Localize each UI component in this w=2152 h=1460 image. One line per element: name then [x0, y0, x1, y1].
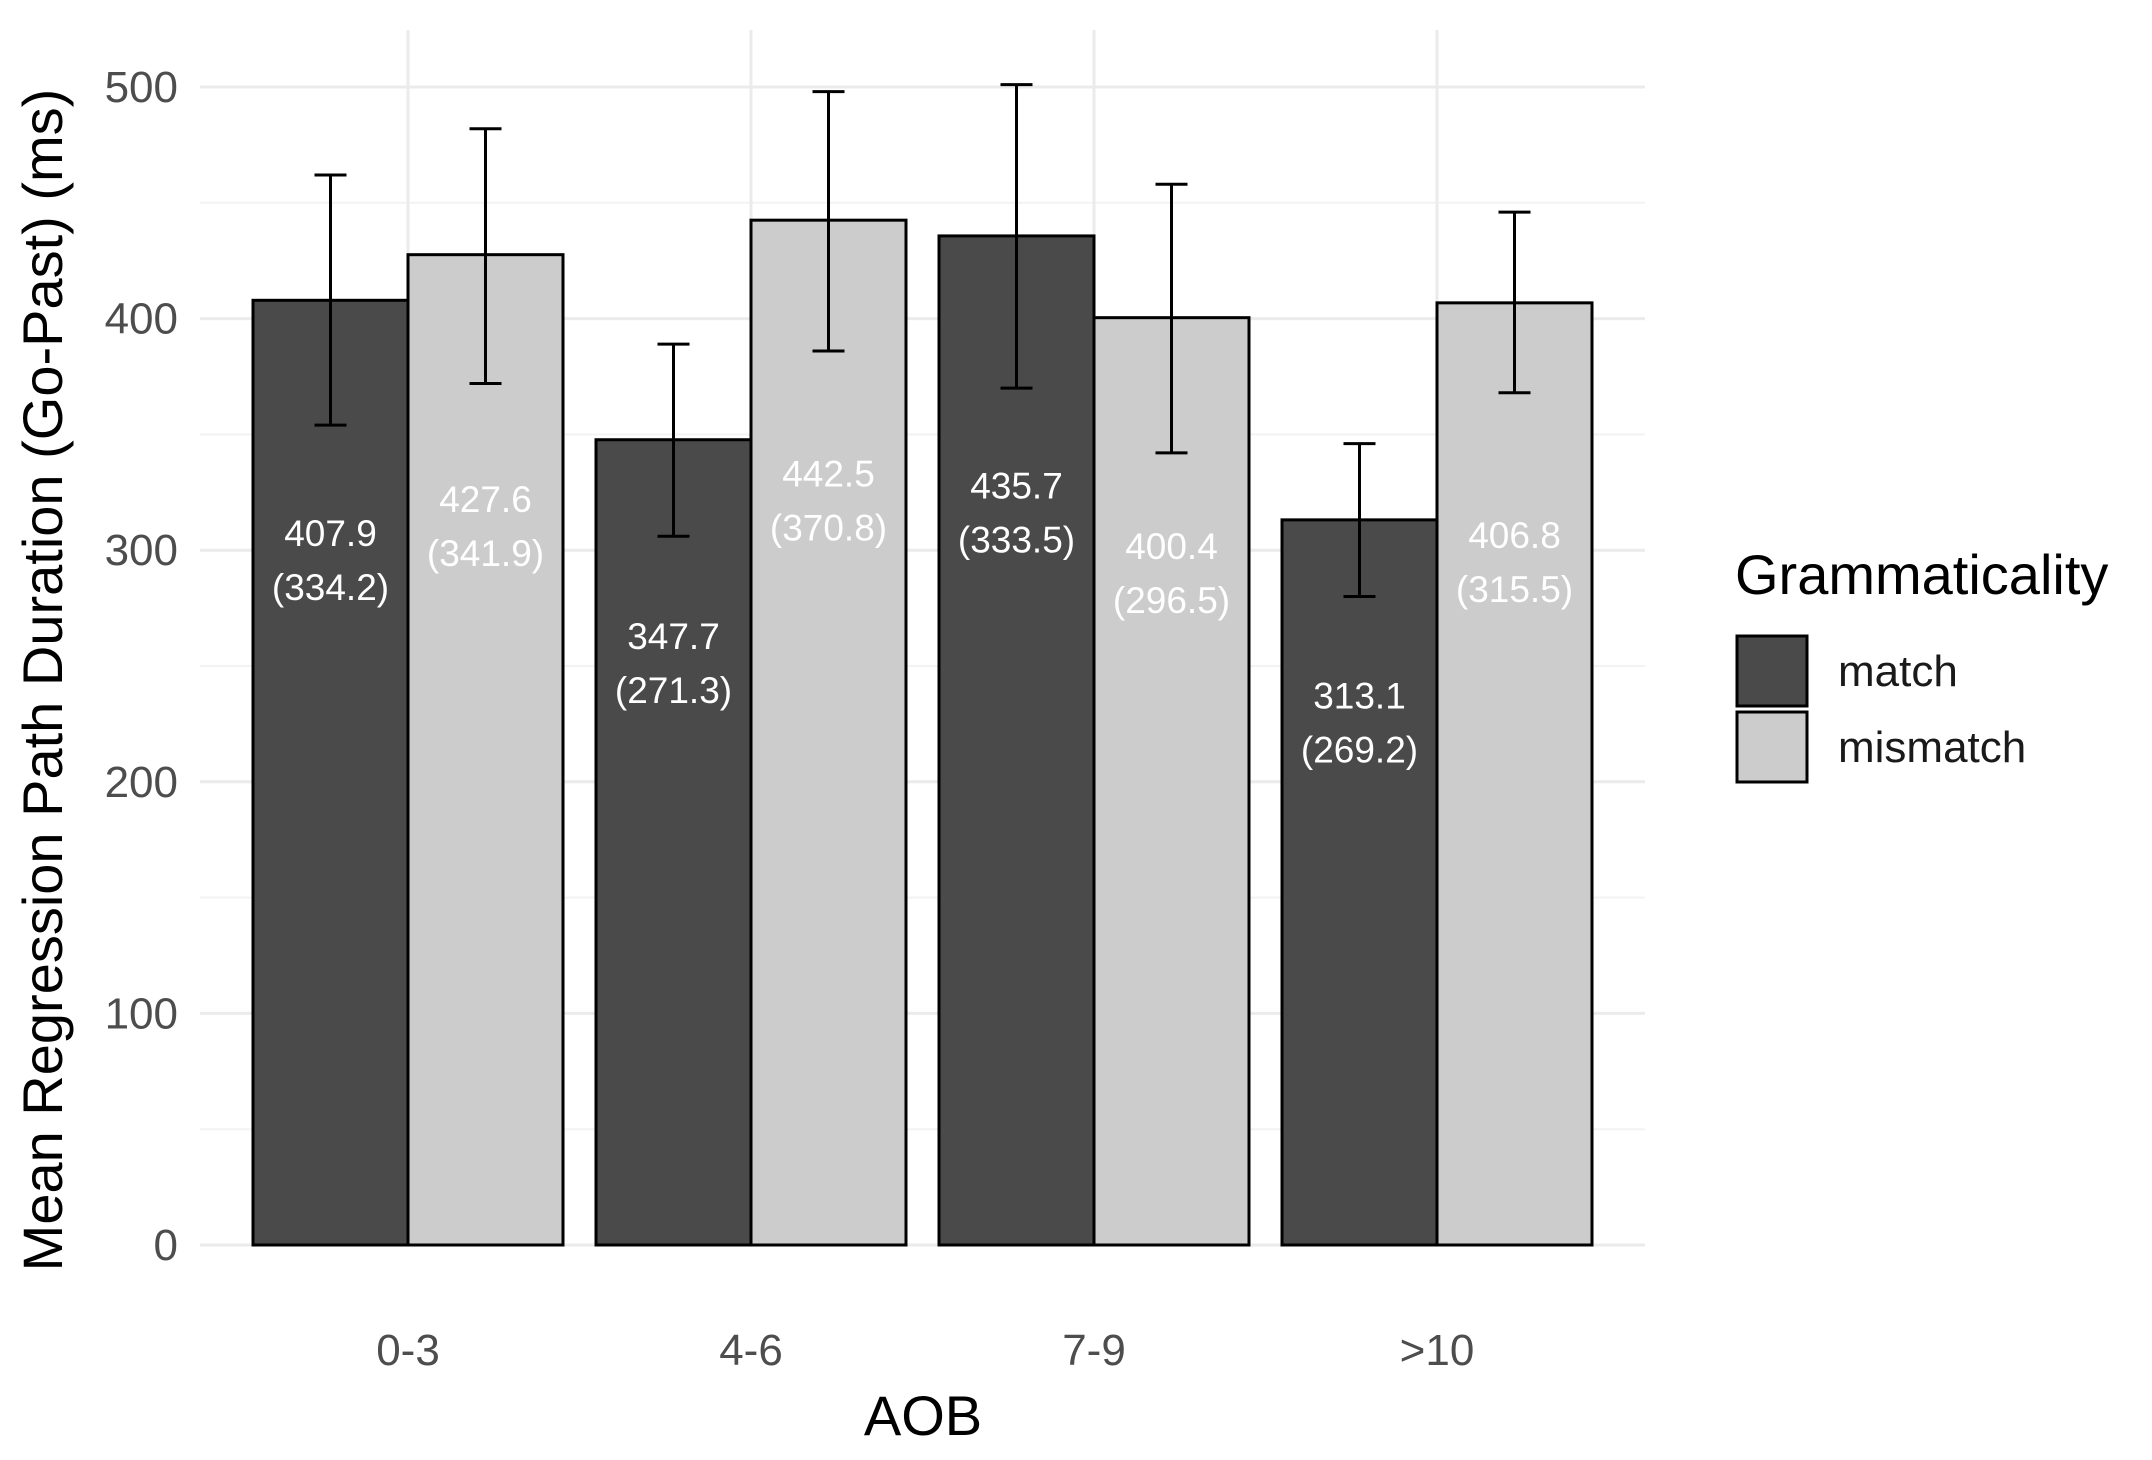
x-tick-label: 4-6 — [719, 1326, 783, 1375]
data-label-value-mismatch: 442.5 — [782, 454, 875, 495]
bar-match — [937, 234, 1096, 1247]
legend-title: Grammaticality — [1735, 543, 2108, 606]
bars — [251, 218, 1594, 1247]
data-label-sd-match: (271.3) — [615, 670, 732, 711]
data-label-sd-match: (334.2) — [272, 567, 389, 608]
legend-label-mismatch: mismatch — [1838, 723, 2026, 772]
data-label-value-match: 313.1 — [1313, 675, 1406, 716]
y-tick-label: 400 — [105, 295, 178, 344]
data-labels: 407.9 (334.2) 347.7 (271.3) 435.7 (333.5) 313.… — [272, 454, 1573, 771]
error-bars — [314, 83, 1531, 599]
data-label-value-mismatch: 427.6 — [439, 479, 532, 520]
data-label-sd-mismatch: (370.8) — [770, 508, 887, 549]
y-tick-label: 300 — [105, 526, 178, 575]
data-label-value-match: 435.7 — [970, 465, 1063, 506]
data-label-value-mismatch: 400.4 — [1125, 526, 1218, 567]
data-label-sd-mismatch: (296.5) — [1113, 580, 1230, 621]
data-label-value-match: 347.7 — [627, 616, 720, 657]
bar-mismatch — [1092, 316, 1251, 1247]
y-axis-title: Mean Regression Path Duration (Go-Past) … — [11, 89, 74, 1272]
y-tick-label: 100 — [105, 989, 178, 1038]
data-label-sd-match: (269.2) — [1301, 729, 1418, 770]
data-label-sd-match: (333.5) — [958, 519, 1075, 560]
y-tick-label: 200 — [105, 758, 178, 807]
bar-mismatch — [749, 218, 908, 1247]
data-label-value-mismatch: 406.8 — [1468, 515, 1561, 556]
bar-match — [1280, 518, 1439, 1247]
x-tick-label: 7-9 — [1062, 1326, 1126, 1375]
legend-key-mismatch — [1735, 710, 1809, 784]
y-tick-label: 500 — [105, 63, 178, 112]
bar-match — [594, 438, 753, 1247]
x-tick-label: 0-3 — [376, 1326, 440, 1375]
bar-mismatch — [1435, 301, 1594, 1247]
x-axis-title: AOB — [864, 1384, 982, 1447]
data-label-value-match: 407.9 — [284, 513, 377, 554]
y-tick-label: 0 — [154, 1221, 178, 1270]
legend-items: match mismatch — [1735, 634, 2026, 784]
legend-key-match — [1735, 634, 1809, 708]
data-label-sd-mismatch: (315.5) — [1456, 569, 1573, 610]
axes: 0 100 200 300 400 500 0-3 4-6 7-9 >10 — [105, 63, 1475, 1375]
bar-mismatch — [406, 253, 565, 1247]
x-tick-label: >10 — [1400, 1326, 1475, 1375]
data-label-sd-mismatch: (341.9) — [427, 533, 544, 574]
legend: Grammaticality match mismatch — [1735, 543, 2108, 784]
bar-match — [251, 298, 410, 1247]
legend-label-match: match — [1838, 647, 1958, 696]
